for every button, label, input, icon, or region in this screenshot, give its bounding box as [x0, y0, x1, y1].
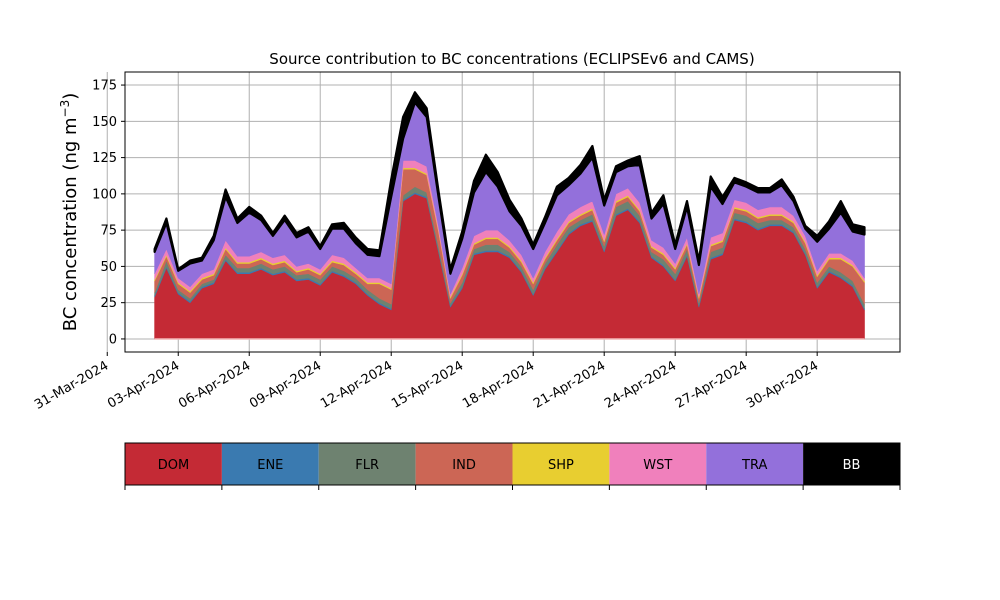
y-tick-label: 175 — [92, 79, 117, 94]
legend-swatch-tra — [706, 443, 804, 485]
legend-label-shp: SHP — [548, 458, 574, 473]
x-tick-label: 12-Apr-2024 — [318, 358, 395, 411]
legend-label-dom: DOM — [158, 458, 189, 473]
legend-swatch-bb — [803, 443, 900, 485]
legend-label-tra: TRA — [741, 458, 767, 473]
x-tick-label: 21-Apr-2024 — [531, 358, 608, 411]
y-axis: 0 25 50 75 100 125 150 175 — [92, 79, 125, 347]
y-tick-label: 50 — [100, 260, 117, 275]
legend-swatch-ind — [415, 443, 513, 485]
y-axis-label: BC concentration (ng m−3) — [58, 93, 81, 332]
y-tick-label: 25 — [100, 296, 117, 311]
x-tick-label: 03-Apr-2024 — [105, 358, 182, 411]
x-tick-label: 27-Apr-2024 — [673, 358, 750, 411]
y-tick-label: 125 — [92, 151, 117, 166]
x-tick-label: 18-Apr-2024 — [460, 358, 537, 411]
x-tick-label: 30-Apr-2024 — [744, 358, 821, 411]
area-bb — [153, 91, 866, 275]
plot-frame — [124, 71, 901, 353]
legend-swatch-ene — [221, 443, 319, 485]
x-tick-label: 15-Apr-2024 — [389, 358, 466, 411]
legend-label-ind: IND — [452, 458, 476, 473]
legend-swatch-flr — [318, 443, 416, 485]
legend-colorbar: DOM ENE FLR IND SHP WST TRA BB — [124, 442, 901, 490]
y-tick-label: 0 — [109, 332, 117, 347]
legend-label-ene: ENE — [257, 458, 283, 473]
x-axis: 31-Mar-202403-Apr-202406-Apr-202409-Apr-… — [32, 352, 821, 413]
stacked-area-series — [153, 91, 866, 340]
legend-swatch-dom — [125, 443, 222, 485]
legend-swatch-wst — [609, 443, 707, 485]
y-tick-label: 150 — [92, 115, 117, 130]
x-tick-label: 31-Mar-2024 — [32, 358, 111, 412]
y-tick-label: 75 — [100, 224, 117, 239]
legend-label-wst: WST — [643, 458, 672, 473]
legend-swatch-shp — [512, 443, 610, 485]
legend-label-flr: FLR — [355, 458, 379, 473]
legend-label-bb: BB — [843, 458, 861, 473]
chart-title: Source contribution to BC concentrations… — [269, 50, 754, 68]
x-tick-label: 09-Apr-2024 — [247, 358, 324, 411]
x-tick-label: 24-Apr-2024 — [602, 358, 679, 411]
x-tick-label: 06-Apr-2024 — [176, 358, 253, 411]
y-tick-label: 100 — [92, 187, 117, 202]
